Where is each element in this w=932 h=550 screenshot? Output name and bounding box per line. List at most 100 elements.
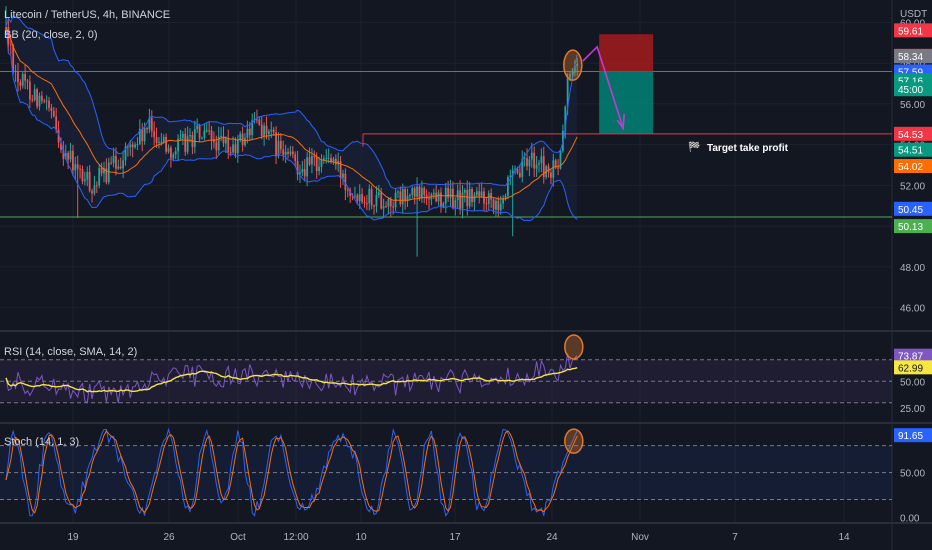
- candle-body: [564, 106, 567, 131]
- candle-body: [334, 158, 337, 165]
- candle-body: [19, 82, 22, 86]
- candle-body: [346, 190, 349, 192]
- candle-body: [547, 166, 550, 173]
- candle-body: [215, 142, 218, 151]
- candle-body: [327, 157, 330, 159]
- candle-body: [52, 110, 55, 117]
- candle-body: [208, 130, 211, 132]
- candle-body: [516, 169, 519, 173]
- stoch-indicator-legend[interactable]: Stoch (14, 1, 3): [4, 436, 80, 448]
- candle-body: [291, 151, 294, 155]
- candle-body: [387, 198, 390, 207]
- price-label: 57.59: [898, 68, 923, 79]
- price-label-bg: [894, 126, 932, 141]
- candle-body: [299, 172, 301, 174]
- candle-body: [270, 129, 273, 132]
- candle-body: [294, 154, 297, 162]
- time-tick-label: 10: [355, 532, 367, 543]
- rsi-value-label-bg: [894, 348, 932, 363]
- grid-lines: [0, 0, 892, 522]
- candle-body: [311, 155, 313, 165]
- candle-body: [284, 151, 287, 155]
- time-tick-label: 17: [449, 532, 461, 543]
- price-label: 59.61: [898, 26, 923, 37]
- candle-body: [162, 136, 165, 142]
- price-label: 58.34: [898, 52, 923, 63]
- time-tick-label: 12:00: [283, 532, 308, 543]
- candle-body: [72, 150, 74, 171]
- candle-body: [504, 195, 507, 198]
- projection-arrow-head: [616, 114, 625, 131]
- candle-body: [122, 160, 125, 169]
- candle-body: [241, 133, 244, 146]
- candle-body: [385, 206, 387, 208]
- candle-body: [100, 168, 103, 174]
- candle-body: [330, 157, 332, 162]
- price-label-bg: [894, 219, 932, 234]
- stoch-tick-label: 0.00: [900, 514, 920, 525]
- candle-body: [363, 201, 366, 204]
- candle-body: [251, 120, 254, 136]
- candle-body: [344, 173, 347, 191]
- time-tick-label: 14: [838, 532, 850, 543]
- candle-body: [220, 136, 222, 138]
- price-label-bg: [894, 82, 932, 97]
- candle-body: [224, 138, 227, 144]
- candle-body: [499, 203, 502, 211]
- candle-body: [459, 190, 461, 209]
- candle-body: [155, 137, 158, 144]
- candle-body: [103, 168, 105, 174]
- price-tick-label: 56.00: [900, 100, 925, 111]
- bb-indicator-legend[interactable]: BB (20, close, 2, 0): [4, 29, 98, 41]
- candle-body: [244, 137, 246, 146]
- candle-body: [511, 170, 514, 176]
- price-label: 45:00: [898, 85, 923, 96]
- candle-body: [234, 144, 237, 154]
- candle-body: [76, 164, 79, 169]
- candle-body: [354, 195, 356, 197]
- candle-body: [57, 129, 60, 143]
- candle-body: [306, 157, 309, 177]
- target-take-profit-label[interactable]: Target take profit: [707, 143, 788, 154]
- candle-body: [370, 188, 373, 206]
- candle-body: [277, 140, 280, 156]
- candle-body: [29, 81, 31, 100]
- candle-body: [289, 151, 292, 154]
- candle-body: [382, 206, 385, 209]
- candle-body: [38, 95, 41, 107]
- stoch-value-label: 91.65: [898, 431, 923, 442]
- candle-body: [518, 172, 521, 177]
- candle-body: [79, 168, 81, 170]
- candle-body: [12, 44, 15, 71]
- candle-body: [136, 143, 139, 145]
- candle-body: [88, 171, 91, 191]
- flag-icon: 🏁: [688, 142, 701, 153]
- rsi-tick-label: 50.00: [900, 377, 925, 388]
- candle-body: [110, 162, 113, 164]
- candle-body: [186, 136, 189, 152]
- candle-body: [471, 189, 473, 203]
- candle-body: [358, 194, 361, 201]
- candle-body: [449, 188, 452, 198]
- candle-body: [495, 200, 497, 210]
- symbol-title[interactable]: Litecoin / TetherUS, 4h, BINANCE: [4, 9, 171, 21]
- candle-body: [485, 203, 488, 205]
- candle-body: [478, 191, 481, 197]
- candle-body: [131, 144, 134, 148]
- candle-body: [153, 131, 156, 138]
- candle-body: [566, 77, 569, 107]
- candle-body: [14, 70, 17, 73]
- candle-body: [487, 193, 490, 204]
- time-tick-label: 7: [732, 532, 738, 543]
- candle-body: [437, 192, 440, 202]
- bb-lower-band: [5, 26, 578, 222]
- candle-body: [573, 66, 576, 73]
- time-tick-label: 26: [163, 532, 175, 543]
- candle-body: [361, 194, 364, 202]
- candle-body: [134, 144, 136, 148]
- candle-body: [21, 73, 24, 86]
- candle-body: [189, 135, 191, 137]
- candle-body: [31, 99, 34, 101]
- rsi-indicator-legend[interactable]: RSI (14, close, SMA, 14, 2): [4, 346, 138, 358]
